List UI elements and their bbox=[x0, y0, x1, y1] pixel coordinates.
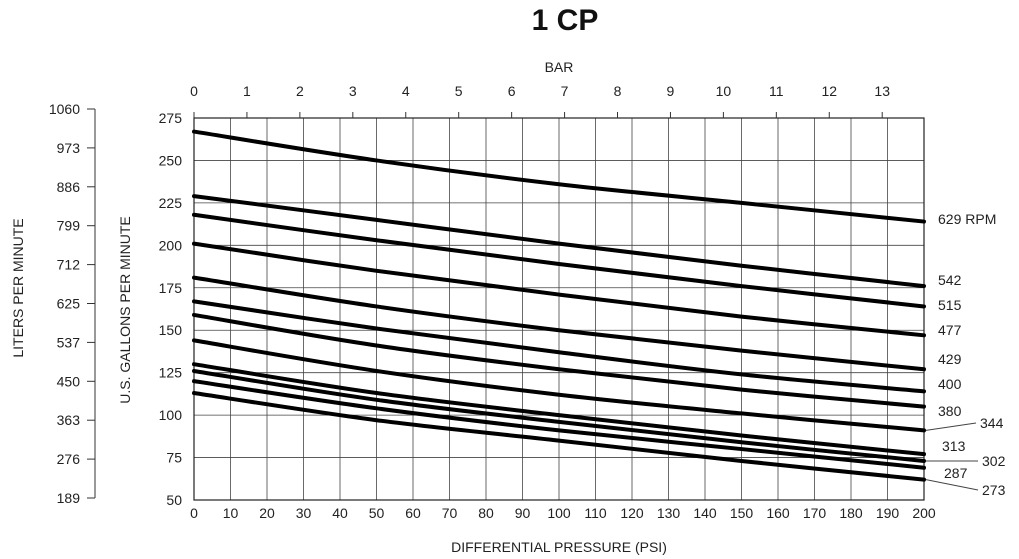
x-tick-label: 50 bbox=[369, 505, 385, 521]
x-tick-label: 10 bbox=[223, 505, 239, 521]
rpm-label: 273 bbox=[982, 482, 1006, 498]
bar-tick-label: 3 bbox=[349, 83, 357, 99]
rpm-label: 380 bbox=[938, 403, 962, 419]
x-tick-label: 80 bbox=[478, 505, 494, 521]
rpm-curves bbox=[192, 129, 926, 482]
rpm-curve bbox=[192, 368, 926, 463]
lpm-tick-label: 363 bbox=[57, 412, 81, 428]
tick-labels: 0 10 20 30 40 50 60 70 80 90 100 110 120 130 140 150 160… bbox=[49, 83, 936, 521]
bar-tick-label: 2 bbox=[296, 83, 304, 99]
rpm-label: 629 RPM bbox=[938, 211, 996, 227]
rpm-labels: 629 RPM 542 515 477 429 400 380 344 313 302 287 273 bbox=[925, 211, 1006, 498]
x-tick-label: 30 bbox=[296, 505, 312, 521]
bar-tick-label: 11 bbox=[769, 83, 784, 99]
rpm-curve bbox=[192, 275, 926, 372]
bar-tick-label: 8 bbox=[614, 83, 622, 99]
x-tick-label: 120 bbox=[620, 505, 644, 521]
lpm-tick-label: 1060 bbox=[49, 101, 80, 117]
x-tick-label: 150 bbox=[730, 505, 754, 521]
bar-tick-label: 10 bbox=[716, 83, 732, 99]
bar-tick-label: 6 bbox=[508, 83, 516, 99]
x-tick-label: 0 bbox=[190, 505, 198, 521]
rpm-label: 515 bbox=[938, 297, 962, 313]
grid bbox=[193, 117, 925, 501]
x-tick-label: 200 bbox=[912, 505, 936, 521]
rpm-label: 302 bbox=[982, 453, 1006, 469]
x-tick-label: 180 bbox=[839, 505, 863, 521]
bar-tick-label: 13 bbox=[874, 83, 890, 99]
x-tick-label: 190 bbox=[876, 505, 900, 521]
rpm-label: 287 bbox=[944, 465, 968, 481]
rpm-curve bbox=[192, 391, 926, 482]
rpm-label: 400 bbox=[938, 376, 962, 392]
x-tick-label: 40 bbox=[332, 505, 348, 521]
lpm-tick-label: 799 bbox=[57, 218, 81, 234]
lpm-axis-label: LITERS PER MINUTE bbox=[10, 218, 26, 357]
x-tick-label: 90 bbox=[515, 505, 531, 521]
y-tick-label: 275 bbox=[159, 110, 183, 126]
x-tick-label: 100 bbox=[547, 505, 571, 521]
y-tick-label: 125 bbox=[159, 365, 183, 381]
lpm-tick-label: 886 bbox=[57, 179, 81, 195]
rpm-label: 429 bbox=[938, 351, 962, 367]
x-tick-label: 20 bbox=[259, 505, 275, 521]
rpm-curve bbox=[192, 129, 926, 224]
plot-frame bbox=[193, 117, 925, 501]
rpm-curve bbox=[192, 362, 926, 457]
x-axis-label: DIFFERENTIAL PRESSURE (PSI) bbox=[451, 539, 667, 555]
y-tick-label: 175 bbox=[159, 280, 183, 296]
x-tick-label: 110 bbox=[584, 505, 607, 521]
y-tick-label: 250 bbox=[159, 152, 183, 168]
rpm-label: 313 bbox=[942, 438, 966, 454]
y-tick-label: 75 bbox=[166, 450, 182, 466]
rpm-curve bbox=[192, 241, 926, 338]
y-tick-label: 225 bbox=[159, 195, 183, 211]
rpm-label: 477 bbox=[938, 322, 962, 338]
y-tick-label: 200 bbox=[159, 237, 183, 253]
rpm-curve bbox=[192, 379, 926, 470]
bar-tick-label: 7 bbox=[561, 83, 569, 99]
rpm-label: 344 bbox=[980, 415, 1004, 431]
x-tick-label: 130 bbox=[657, 505, 681, 521]
bar-tick-label: 0 bbox=[190, 83, 198, 99]
lpm-tick-label: 973 bbox=[57, 140, 81, 156]
lpm-tick-label: 712 bbox=[57, 257, 81, 273]
lpm-tick-label: 450 bbox=[57, 373, 81, 389]
bar-tick-label: 4 bbox=[402, 83, 410, 99]
rpm-curve bbox=[192, 212, 926, 309]
x-tick-label: 140 bbox=[693, 505, 717, 521]
bar-tick-label: 1 bbox=[243, 83, 251, 99]
lpm-tick-label: 276 bbox=[57, 451, 81, 467]
rpm-curve bbox=[192, 299, 926, 394]
bar-tick-label: 5 bbox=[455, 83, 463, 99]
lpm-tick-label: 537 bbox=[57, 334, 81, 350]
rpm-curve bbox=[192, 312, 926, 409]
label-leader-line bbox=[925, 479, 979, 491]
rpm-curve bbox=[192, 338, 926, 433]
rpm-label: 542 bbox=[938, 272, 962, 288]
rpm-curve bbox=[192, 194, 926, 289]
x-tick-label: 170 bbox=[803, 505, 827, 521]
y-tick-label: 100 bbox=[159, 407, 183, 423]
bar-tick-label: 9 bbox=[667, 83, 675, 99]
y-tick-label: 150 bbox=[159, 322, 183, 338]
y-tick-label: 50 bbox=[166, 492, 182, 508]
x-tick-label: 60 bbox=[405, 505, 421, 521]
x-tick-label: 70 bbox=[442, 505, 458, 521]
lpm-tick-label: 189 bbox=[57, 490, 81, 506]
chart-title: 1 CP bbox=[532, 4, 599, 37]
bar-axis-label: BAR bbox=[545, 59, 574, 75]
x-tick-label: 160 bbox=[766, 505, 790, 521]
label-leader-line bbox=[925, 422, 977, 431]
lpm-tick-label: 625 bbox=[57, 296, 81, 312]
bar-tick-label: 12 bbox=[821, 83, 837, 99]
y-axis-label: U.S. GALLONS PER MINUTE bbox=[117, 216, 133, 403]
